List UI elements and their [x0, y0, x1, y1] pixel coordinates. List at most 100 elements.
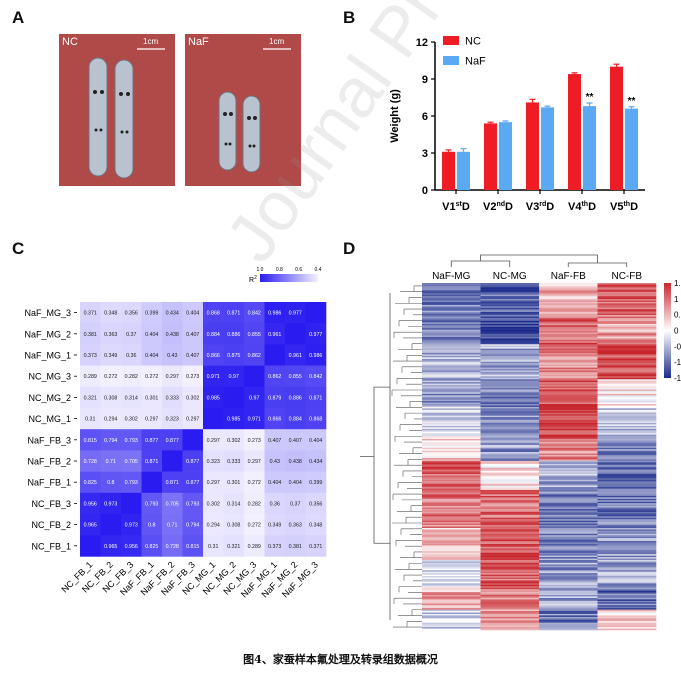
expression-cell: [480, 312, 540, 314]
bar-naf: [499, 122, 512, 190]
expression-cell: [422, 510, 481, 513]
x-tick-label: V3rdD: [526, 201, 554, 213]
expression-cell: [480, 332, 540, 335]
expression-cell: [539, 606, 598, 609]
expression-cell: [539, 371, 598, 374]
expression-cell: [422, 526, 481, 529]
expression-cell: [422, 367, 481, 370]
expression-cell: [480, 549, 540, 552]
expression-cell: [597, 578, 657, 581]
expression-cell: [422, 557, 481, 559]
expression-cell: [422, 299, 481, 301]
expression-cell: [422, 570, 481, 572]
expression-cell: [539, 392, 598, 395]
row-label: NC_FB_3: [31, 499, 71, 509]
expression-cell: [480, 571, 540, 574]
expression-cell: [597, 602, 657, 605]
heatmap-cell: [285, 450, 306, 472]
expression-cell: [480, 331, 540, 333]
expression-cell: [480, 616, 540, 619]
heatmap-cell: [182, 429, 204, 451]
expression-cell: [422, 285, 481, 288]
expression-cell: [480, 415, 540, 418]
expression-cell: [597, 497, 657, 500]
expression-cell: [597, 385, 657, 387]
expression-cell: [539, 309, 598, 312]
heatmap-cell: [162, 429, 183, 451]
expression-cell: [480, 404, 540, 406]
cell-value: 0.862: [248, 353, 261, 359]
expression-cell: [539, 363, 598, 365]
expression-cell: [539, 415, 598, 418]
significance-marker: **: [586, 92, 594, 103]
expression-cell: [539, 533, 598, 536]
expression-cell: [422, 317, 481, 320]
expression-cell: [422, 392, 481, 395]
expression-cell: [539, 437, 598, 440]
heatmap-cell: [162, 386, 183, 409]
heatmap-cell: [121, 492, 142, 515]
cell-value: 0.438: [166, 332, 179, 338]
expression-cell: [597, 307, 657, 310]
expression-cell: [480, 481, 540, 484]
expression-cell: [422, 434, 481, 437]
expression-cell: [539, 475, 598, 478]
cell-value: 0.302: [186, 395, 199, 401]
expression-cell: [422, 339, 481, 342]
expression-cell: [422, 539, 481, 542]
expression-cell: [539, 485, 598, 488]
expression-cell: [539, 347, 598, 349]
expression-cell: [597, 331, 657, 333]
expression-cell: [597, 409, 657, 412]
expression-cell: [597, 501, 657, 504]
expression-cell: [539, 301, 598, 304]
silkworm-nc-image: [88, 48, 165, 179]
cell-value: 0.794: [186, 523, 199, 529]
expression-cell: [539, 501, 598, 504]
expression-cell: [597, 466, 657, 469]
expression-cell: [480, 462, 540, 465]
cell-value: 0.381: [84, 332, 97, 338]
x-tick-label: V1stD: [442, 201, 470, 213]
expression-cell: [597, 320, 657, 323]
expression-cell: [539, 329, 598, 332]
expression-cell: [422, 542, 481, 545]
expression-cell: [597, 571, 657, 574]
cell-value: 0.71: [106, 459, 116, 465]
expression-cell: [422, 536, 481, 539]
expression-cell: [539, 354, 598, 357]
heatmap-cell: [162, 302, 183, 324]
expression-cell: [422, 393, 481, 396]
expression-cell: [539, 551, 598, 554]
expression-cell: [597, 377, 657, 380]
expression-cell: [422, 500, 481, 502]
expression-cell: [480, 444, 540, 447]
expression-cell: [539, 590, 598, 593]
expression-cell: [480, 284, 540, 287]
expression-cell: [422, 361, 481, 364]
expression-cell: [422, 581, 481, 584]
expression-cell: [480, 557, 540, 559]
expression-cell: [597, 446, 657, 449]
heatmap-cell: [121, 535, 142, 557]
heatmap-cell: [203, 344, 224, 366]
expression-cell: [480, 628, 540, 631]
figure-caption: 图4、家蚕样本氟处理及转录组数据概况: [243, 653, 438, 666]
heatmap-cell: [80, 450, 101, 472]
heatmap-cell: [162, 471, 183, 494]
expression-cell: [539, 586, 598, 589]
photo-label-naf: NaF: [188, 36, 209, 48]
expression-cell: [539, 577, 598, 580]
cell-value: 0.866: [207, 353, 220, 359]
expression-cell: [422, 492, 481, 495]
expression-cell: [539, 543, 598, 546]
expression-cell: [539, 411, 598, 414]
expression-cell: [422, 606, 481, 609]
x-tick-label: V5thD: [610, 201, 638, 213]
heatmap-cell: [244, 344, 265, 366]
expression-cell: [480, 596, 540, 599]
expression-cell: [480, 541, 540, 543]
expression-cell: [597, 411, 657, 414]
expression-cell: [539, 520, 598, 523]
expression-cell: [597, 576, 657, 578]
